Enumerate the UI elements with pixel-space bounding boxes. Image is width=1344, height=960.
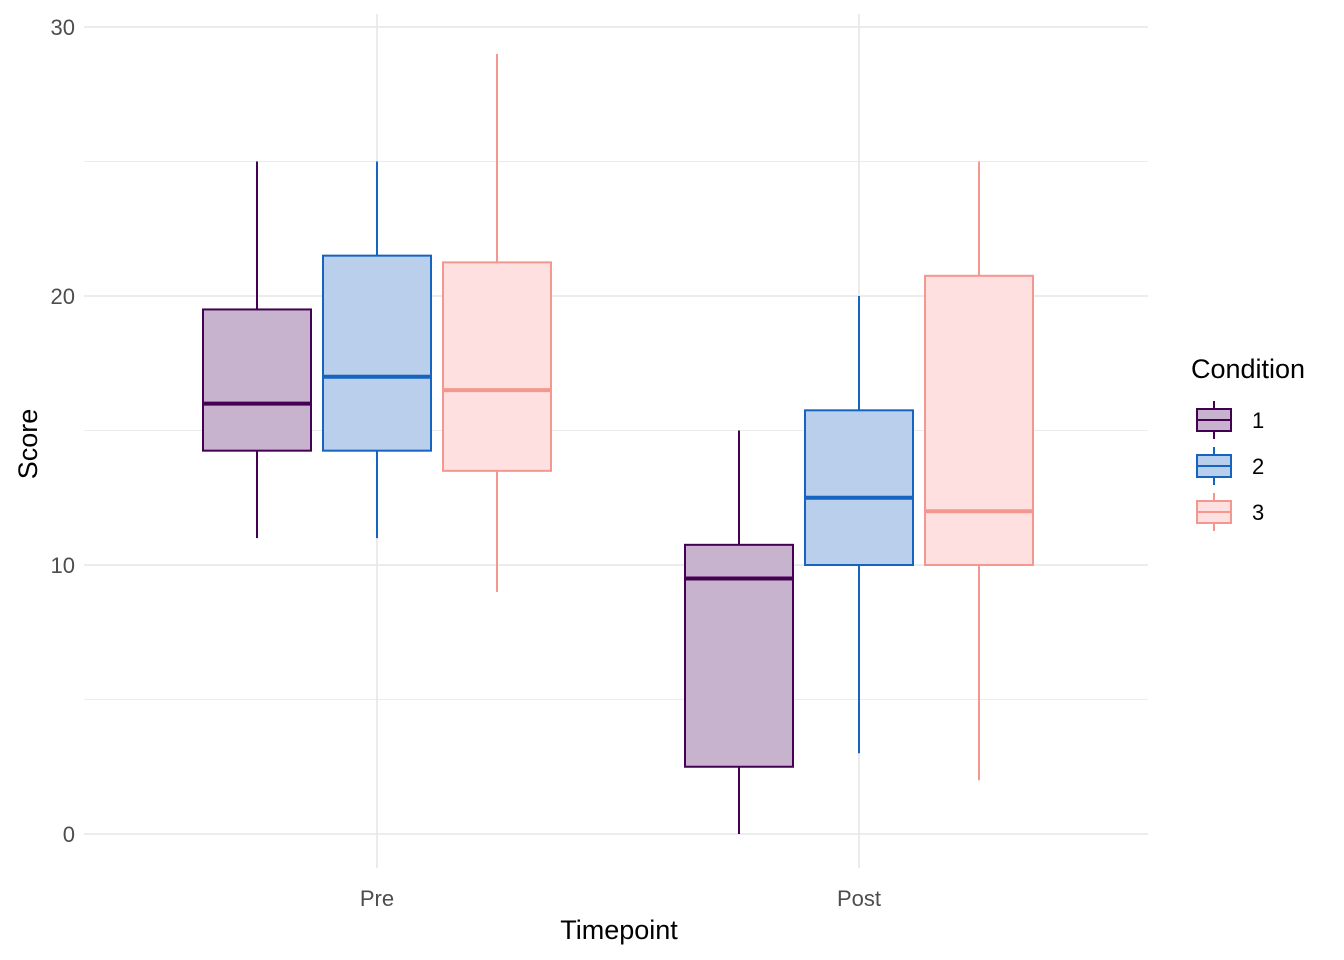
box-iqr	[322, 254, 432, 452]
box-cond-1-pre	[202, 161, 312, 539]
legend: Condition 1 2 3	[1191, 354, 1305, 531]
legend-items: 1 2 3	[1196, 401, 1264, 531]
legend-label: 2	[1252, 454, 1264, 479]
x-tick-label: Pre	[360, 886, 394, 911]
box-iqr	[804, 409, 914, 567]
box-cond-2-pre	[322, 161, 432, 539]
y-axis-ticks: 0 10 20 30	[51, 15, 75, 847]
plot-boxes	[202, 53, 1034, 834]
y-tick-label: 30	[51, 15, 75, 40]
box-cond-3-pre	[442, 53, 552, 592]
box-cond-2-post	[804, 296, 914, 754]
legend-item-3: 3	[1196, 493, 1264, 531]
legend-item-2: 2	[1196, 447, 1264, 485]
x-axis-title: Timepoint	[560, 915, 678, 945]
legend-item-1: 1	[1196, 401, 1264, 439]
y-tick-label: 20	[51, 284, 75, 309]
y-tick-label: 10	[51, 553, 75, 578]
legend-label: 1	[1252, 408, 1264, 433]
y-axis-title: Score	[13, 409, 43, 480]
box-iqr	[684, 543, 794, 768]
legend-title: Condition	[1191, 354, 1305, 384]
box-cond-1-post	[684, 430, 794, 834]
box-iqr	[442, 261, 552, 472]
legend-label: 3	[1252, 500, 1264, 525]
x-axis-ticks: Pre Post	[360, 886, 881, 911]
y-tick-label: 0	[63, 822, 75, 847]
x-tick-label: Post	[837, 886, 881, 911]
box-iqr	[202, 308, 312, 452]
box-iqr	[924, 274, 1034, 566]
box-cond-3-post	[924, 161, 1034, 781]
